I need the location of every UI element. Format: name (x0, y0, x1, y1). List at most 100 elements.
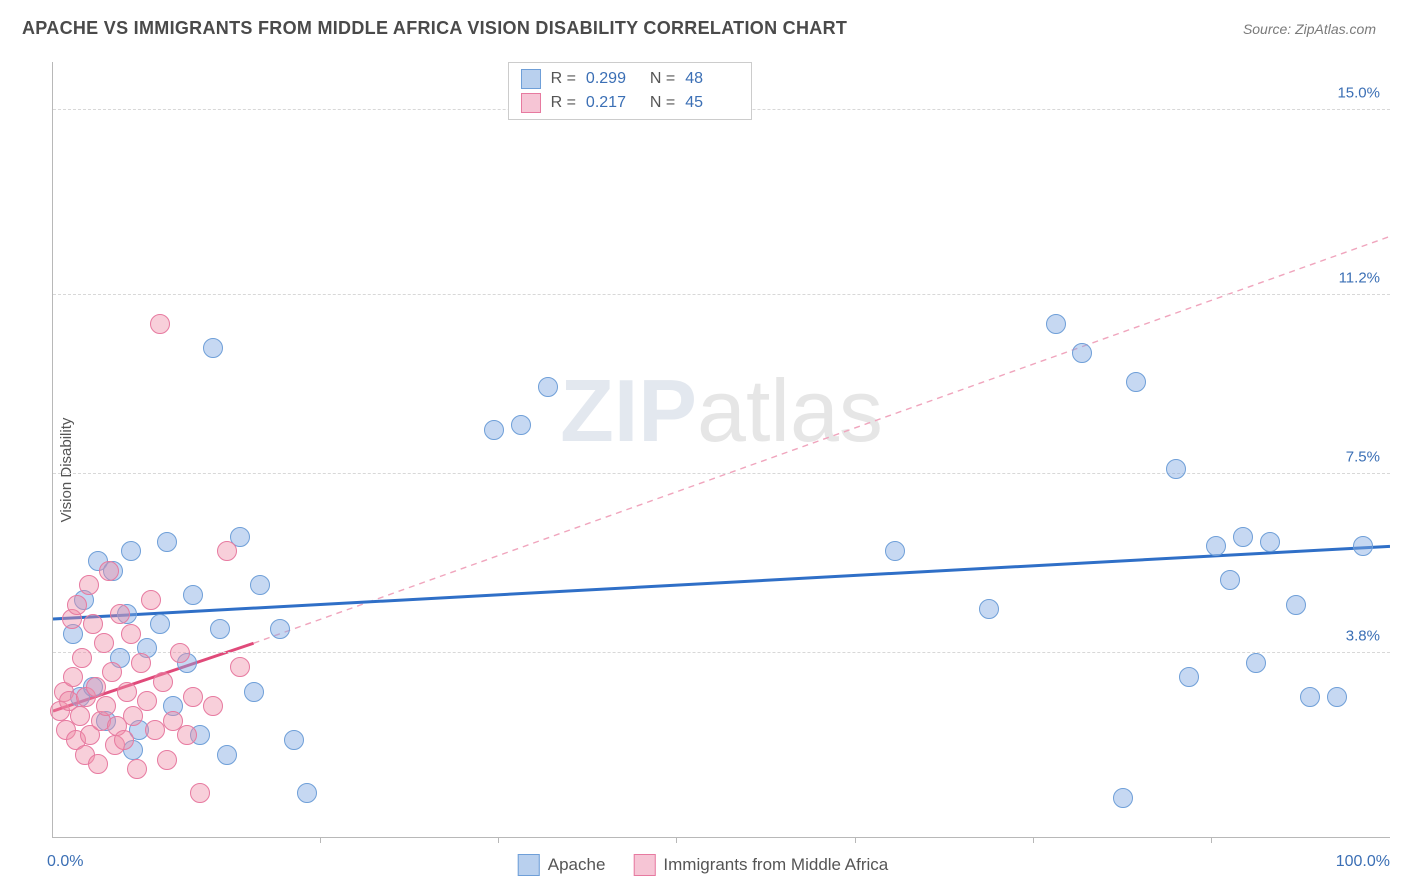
data-point (94, 633, 114, 653)
legend-item: Immigrants from Middle Africa (633, 854, 888, 876)
data-point (1327, 687, 1347, 707)
x-tick-mark (498, 837, 499, 843)
data-point (1206, 536, 1226, 556)
x-tick-mark (855, 837, 856, 843)
legend-label: Immigrants from Middle Africa (663, 855, 888, 875)
data-point (83, 614, 103, 634)
data-point (96, 696, 116, 716)
data-point (203, 338, 223, 358)
legend-label: Apache (548, 855, 606, 875)
data-point (1126, 372, 1146, 392)
data-point (979, 599, 999, 619)
data-point (538, 377, 558, 397)
data-point (1233, 527, 1253, 547)
data-point (230, 657, 250, 677)
data-point (177, 725, 197, 745)
data-point (1260, 532, 1280, 552)
legend-item: Apache (518, 854, 606, 876)
x-tick-mark (1211, 837, 1212, 843)
data-point (99, 561, 119, 581)
data-point (131, 653, 151, 673)
data-point (110, 604, 130, 624)
n-label: N = (650, 70, 675, 88)
data-point (117, 682, 137, 702)
legend-swatch (521, 69, 541, 89)
data-point (1300, 687, 1320, 707)
data-point (1353, 536, 1373, 556)
data-point (1246, 653, 1266, 673)
data-point (1179, 667, 1199, 687)
data-point (190, 783, 210, 803)
data-point (203, 696, 223, 716)
n-value: 45 (685, 94, 739, 112)
data-point (1046, 314, 1066, 334)
plot-area: ZIPatlas R =0.299N =48R =0.217N =45 3.8%… (52, 62, 1390, 838)
watermark: ZIPatlas (560, 360, 883, 462)
data-point (183, 687, 203, 707)
data-point (183, 585, 203, 605)
stats-row: R =0.217N =45 (517, 91, 744, 115)
data-point (153, 672, 173, 692)
data-point (511, 415, 531, 435)
data-point (88, 754, 108, 774)
data-point (157, 532, 177, 552)
data-point (1072, 343, 1092, 363)
data-point (1166, 459, 1186, 479)
data-point (217, 541, 237, 561)
data-point (484, 420, 504, 440)
legend-swatch (633, 854, 655, 876)
data-point (244, 682, 264, 702)
data-point (70, 706, 90, 726)
data-point (284, 730, 304, 750)
data-point (217, 745, 237, 765)
chart-container: Vision Disability ZIPatlas R =0.299N =48… (0, 48, 1406, 892)
chart-title: APACHE VS IMMIGRANTS FROM MIDDLE AFRICA … (22, 18, 847, 39)
trendlines-svg (53, 62, 1390, 837)
data-point (102, 662, 122, 682)
x-tick-mark (1033, 837, 1034, 843)
n-value: 48 (685, 70, 739, 88)
data-point (150, 314, 170, 334)
data-point (210, 619, 230, 639)
y-tick-label: 7.5% (1346, 448, 1380, 465)
data-point (145, 720, 165, 740)
gridline (53, 473, 1390, 474)
x-min-label: 0.0% (47, 853, 83, 871)
x-legend: Apache Immigrants from Middle Africa (518, 854, 889, 876)
data-point (121, 541, 141, 561)
data-point (157, 750, 177, 770)
x-tick-mark (320, 837, 321, 843)
legend-swatch (521, 93, 541, 113)
legend-swatch (518, 854, 540, 876)
data-point (72, 648, 92, 668)
header: APACHE VS IMMIGRANTS FROM MIDDLE AFRICA … (0, 0, 1406, 45)
data-point (170, 643, 190, 663)
r-value: 0.217 (586, 94, 640, 112)
r-label: R = (551, 94, 576, 112)
data-point (127, 759, 147, 779)
r-value: 0.299 (586, 70, 640, 88)
data-point (1286, 595, 1306, 615)
watermark-atlas: atlas (697, 361, 883, 460)
watermark-zip: ZIP (560, 361, 697, 460)
data-point (121, 624, 141, 644)
x-max-label: 100.0% (1336, 853, 1390, 871)
source-label: Source: ZipAtlas.com (1243, 21, 1376, 37)
data-point (137, 691, 157, 711)
data-point (79, 575, 99, 595)
gridline (53, 652, 1390, 653)
data-point (1220, 570, 1240, 590)
data-point (114, 730, 134, 750)
x-tick-mark (676, 837, 677, 843)
data-point (67, 595, 87, 615)
data-point (270, 619, 290, 639)
data-point (63, 667, 83, 687)
data-point (150, 614, 170, 634)
stats-legend: R =0.299N =48R =0.217N =45 (508, 62, 753, 120)
data-point (250, 575, 270, 595)
data-point (141, 590, 161, 610)
y-tick-label: 15.0% (1337, 85, 1380, 102)
r-label: R = (551, 70, 576, 88)
data-point (86, 677, 106, 697)
data-point (1113, 788, 1133, 808)
